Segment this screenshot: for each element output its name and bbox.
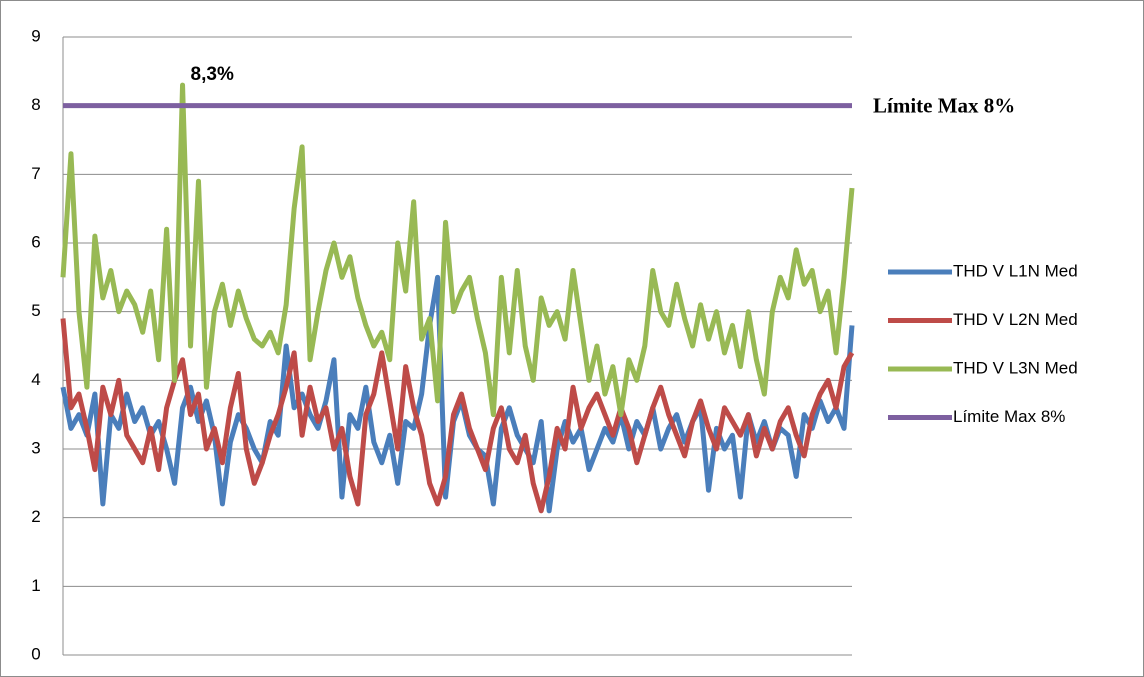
legend-label: Límite Max 8%: [953, 407, 1065, 426]
y-tick-label: 9: [31, 26, 40, 45]
y-tick-label: 2: [31, 507, 40, 526]
series-line: [60, 82, 855, 418]
series-line: [60, 318, 855, 514]
reference-label: Límite Max 8%: [873, 93, 1015, 117]
y-tick-label: 4: [31, 370, 40, 389]
legend-label: THD V L2N Med: [953, 310, 1078, 329]
y-tick-label: 6: [31, 232, 40, 251]
legend-label: THD V L3N Med: [953, 358, 1078, 377]
y-tick-label: 8: [31, 95, 40, 114]
y-tick-label: 7: [31, 164, 40, 183]
y-tick-label: 5: [31, 301, 40, 320]
annotation: 8,3%: [191, 64, 234, 85]
y-tick-label: 3: [31, 438, 40, 457]
y-tick-label: 0: [31, 644, 40, 663]
y-tick-label: 1: [31, 576, 40, 595]
legend-label: THD V L1N Med: [953, 261, 1078, 280]
